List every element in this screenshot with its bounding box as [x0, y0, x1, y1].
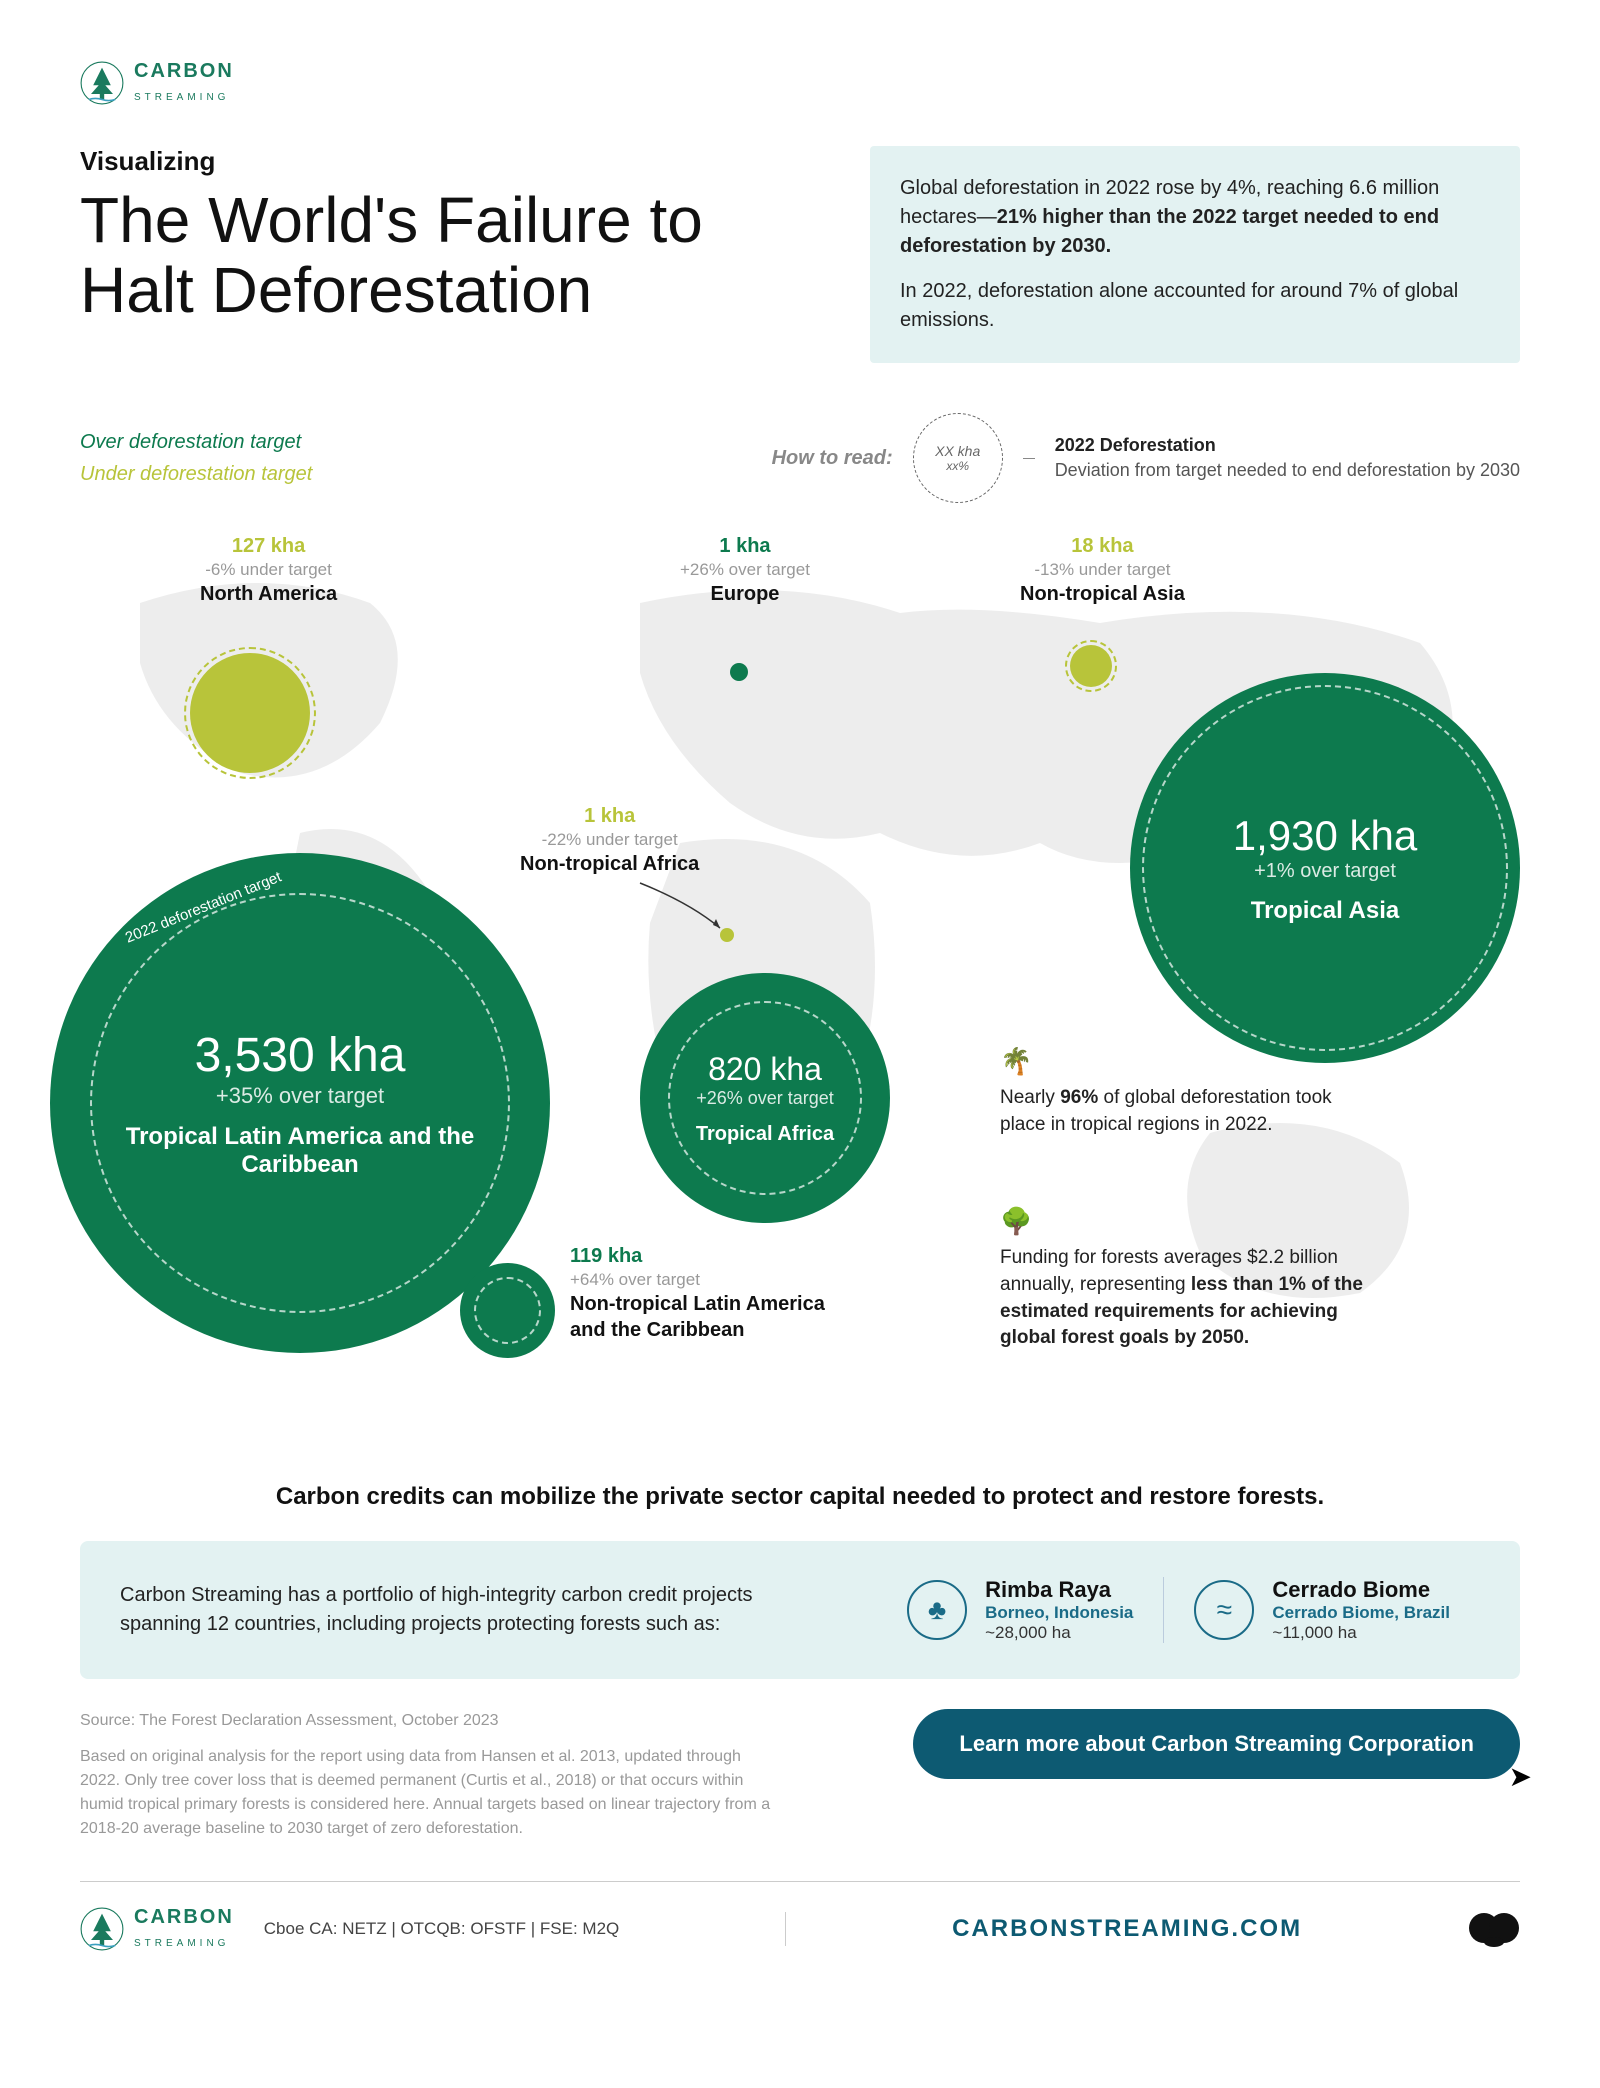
ext-region: Europe [680, 581, 810, 607]
forest-icon: ♣ [907, 1580, 967, 1640]
bubble-dev: +1% over target [1254, 860, 1396, 883]
label-eu: 1 kha+26% over targetEurope [680, 533, 810, 607]
ext-region: Non-tropical Asia [1020, 581, 1185, 607]
howto-connector [1023, 458, 1035, 459]
note-a: Nearly [1000, 1087, 1060, 1108]
brand-sub-f: STREAMING [134, 1938, 229, 1949]
ext-dev: +26% over target [680, 559, 810, 581]
kicker: Visualizing [80, 146, 830, 177]
project-0: ♣ Rimba RayaBorneo, Indonesia~28,000 ha [877, 1577, 1163, 1643]
ext-kha: 119 kha [570, 1243, 830, 1269]
label-ntaf: 1 kha-22% under targetNon-tropical Afric… [520, 803, 699, 877]
summary-p2: In 2022, deforestation alone accounted f… [900, 277, 1490, 335]
ext-kha: 1 kha [520, 803, 699, 829]
bubble-ntaf [720, 928, 734, 942]
palm-icon: 🌴 [1000, 1043, 1380, 1079]
cta-button[interactable]: Learn more about Carbon Streaming Corpor… [913, 1709, 1520, 1779]
brand-logo-footer: CARBON STREAMING [80, 1906, 234, 1952]
howto-circle: XX kha xx% [913, 413, 1003, 503]
map-note-1: 🌳Funding for forests averages $2.2 billi… [1000, 1203, 1380, 1352]
brand-name: CARBON [134, 60, 234, 82]
bubble-ntlac [460, 1263, 555, 1358]
hills-icon: ≈ [1194, 1580, 1254, 1640]
project-1: ≈ Cerrado BiomeCerrado Biome, Brazil~11,0… [1163, 1577, 1480, 1643]
main-title: The World's Failure to Halt Deforestatio… [80, 185, 830, 326]
proj-loc: Cerrado Biome, Brazil [1272, 1603, 1450, 1623]
footer-url: CARBONSTREAMING.COM [952, 1915, 1302, 1943]
bubble-dev: +26% over target [696, 1088, 834, 1109]
ext-region: Non-tropical Latin America and the Carib… [570, 1291, 830, 1343]
ext-dev: -6% under target [200, 559, 337, 581]
bubble-na [190, 653, 310, 773]
label-na: 127 kha-6% under targetNorth America [200, 533, 337, 607]
map-note-0: 🌴Nearly 96% of global deforestation took… [1000, 1043, 1380, 1139]
howto-label: How to read: [772, 447, 893, 470]
howto-c-l1: XX kha [935, 443, 980, 459]
bubble-ta: 1,930 kha+1% over targetTropical Asia [1130, 673, 1520, 1063]
brand-sub: STREAMING [134, 92, 229, 103]
ext-dev: -22% under target [520, 829, 699, 851]
howto-d2: Deviation from target needed to end defo… [1055, 458, 1520, 483]
trees-coin-icon: 🌳 [1000, 1203, 1380, 1239]
ext-dev: +64% over target [570, 1269, 830, 1291]
legend-over: Over deforestation target [80, 426, 312, 458]
bubble-taf: 820 kha+26% over targetTropical Africa [640, 973, 890, 1223]
tree-icon [80, 1907, 124, 1951]
label-ntlac: 119 kha+64% over targetNon-tropical Lati… [570, 1243, 830, 1343]
footer: CARBON STREAMING Cboe CA: NETZ | OTCQB: O… [80, 1881, 1520, 1952]
legend-left: Over deforestation target Under deforest… [80, 426, 312, 490]
ext-region: Non-tropical Africa [520, 851, 699, 877]
proj-ha: ~28,000 ha [985, 1623, 1133, 1643]
footer-tickers: Cboe CA: NETZ | OTCQB: OFSTF | FSE: M2Q [264, 1919, 620, 1939]
proj-ha: ~11,000 ha [1272, 1623, 1450, 1643]
brand-name-f: CARBON [134, 1906, 234, 1928]
cursor-icon: ➤ [1509, 1760, 1532, 1793]
howto-c-l2: xx% [946, 459, 969, 473]
vc-logo-icon [1468, 1910, 1520, 1948]
map-zone: 2022 deforestation target3,530 kha+35% o… [80, 533, 1520, 1433]
brand-logo-top: CARBON STREAMING [80, 60, 1520, 106]
proj-name: Rimba Raya [985, 1577, 1133, 1603]
legend-under: Under deforestation target [80, 458, 312, 490]
bubble-nta [1070, 645, 1112, 687]
note-bold: 96% [1060, 1087, 1098, 1108]
ext-kha: 1 kha [680, 533, 810, 559]
statement: Carbon credits can mobilize the private … [80, 1483, 1520, 1511]
ext-dev: -13% under target [1020, 559, 1185, 581]
bubble-eu [730, 663, 748, 681]
source-l2: Based on original analysis for the repor… [80, 1745, 780, 1841]
ext-region: North America [200, 581, 337, 607]
howto-desc: 2022 Deforestation Deviation from target… [1055, 433, 1520, 483]
ext-kha: 127 kha [200, 533, 337, 559]
summary-box: Global deforestation in 2022 rose by 4%,… [870, 146, 1520, 363]
portfolio-intro: Carbon Streaming has a portfolio of high… [120, 1581, 837, 1639]
tree-icon [80, 61, 124, 105]
source-text: Source: The Forest Declaration Assessmen… [80, 1709, 780, 1841]
howto-d1: 2022 Deforestation [1055, 433, 1520, 458]
footer-divider [785, 1912, 786, 1946]
bubble-dev: +35% over target [216, 1083, 384, 1109]
ext-kha: 18 kha [1020, 533, 1185, 559]
label-nta: 18 kha-13% under targetNon-tropical Asia [1020, 533, 1185, 607]
legend-right: How to read: XX kha xx% 2022 Deforestati… [772, 413, 1520, 503]
portfolio-box: Carbon Streaming has a portfolio of high… [80, 1541, 1520, 1679]
proj-name: Cerrado Biome [1272, 1577, 1450, 1603]
source-l1: Source: The Forest Declaration Assessmen… [80, 1709, 780, 1733]
proj-loc: Borneo, Indonesia [985, 1603, 1133, 1623]
